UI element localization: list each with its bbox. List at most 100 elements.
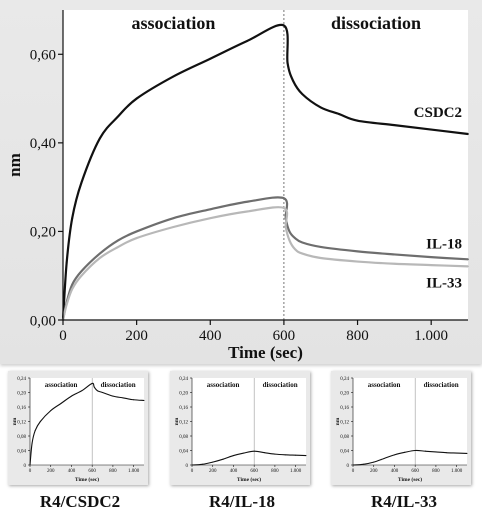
thumb2-data-point-series-1 [232,455,234,457]
main-x-tick-label: 0 [59,328,67,344]
thumb2-y-tick-label: 0,04 [179,449,188,454]
thumb3-plot-area [353,378,467,465]
main-data-point-il-18 [209,208,212,211]
main-data-point-il-33 [393,262,396,265]
main-data-point-il-33 [98,257,101,259]
main-series-line-csdc2 [61,23,469,321]
thumb3-x-tick-label: 600 [411,469,419,474]
thumb2-y-axis-title: nm [174,417,180,425]
main-data-point-csdc2 [80,181,83,184]
main-data-point-il-18 [356,250,359,253]
main-data-point-il-33 [246,210,248,213]
main-phase-label-association: association [131,13,215,33]
thumb3-data-point-series-1 [393,454,395,456]
thumb1-data-point-series-1 [39,421,41,422]
thumb1-x-tick-label: 400 [68,469,76,474]
caption-r4-il18: R4/IL-18 [208,492,276,511]
main-data-point-il-18 [393,253,396,256]
thumb1-x-tick-label: 0 [29,469,32,474]
thumb1-y-tick-label: 0,08 [17,435,26,440]
main-data-point-csdc2 [98,137,101,140]
thumb1-data-point-series-1 [96,390,98,392]
main-data-point-il-33 [65,303,68,306]
thumb1-y-tick-label: 0,12 [17,420,26,425]
thumb1-x-tick-label: 600 [88,469,96,474]
main-data-point-il-18 [301,241,304,244]
main-data-point-il-33 [301,252,304,255]
main-series-line-il-18 [61,196,469,321]
thumb2-y-tick-label: 0,12 [179,420,188,425]
main-data-point-csdc2 [338,113,341,115]
main-x-tick-label: 800 [346,328,369,344]
main-y-tick-label: 0,60 [30,48,56,64]
main-series-label-il-18: IL-18 [426,236,462,252]
main-data-point-il-33 [117,246,120,248]
main-data-point-il-33 [467,265,469,268]
thumb3-x-tick-label: 400 [391,469,399,474]
thumb1-y-tick-label: 0,04 [17,449,26,454]
thumb3-y-tick-label: 0,12 [340,420,349,425]
main-data-point-csdc2 [356,119,359,122]
thumb2-x-tick-label: 0 [191,469,194,474]
main-data-point-il-33 [294,248,296,251]
thumb1-data-point-series-1 [91,382,93,384]
thumb1-data-point-series-1 [81,390,83,392]
main-series-label-csdc2: CSDC2 [414,105,462,121]
main-data-point-csdc2 [467,133,469,135]
main-series-line-il-33 [61,206,469,321]
thumb1-data-point-series-1 [70,395,72,397]
caption-r4-csdc2: R4/CSDC2 [39,492,121,511]
main-y-tick-label: 0,20 [30,225,56,241]
thumb1-data-point-series-1 [31,442,33,444]
thumbnail-panel-r4-csdc2: 0 0,04 0,08 0,12 0,16 0,20 0,24 0 200 400 600 800 1.… [8,371,148,485]
thumb2-x-tick-label: 400 [230,469,238,474]
main-data-point-il-18 [80,270,83,273]
thumb3-x-tick-label: 1.000 [451,469,463,474]
thumb2-data-point-series-1 [243,452,245,454]
main-data-point-il-18 [294,237,296,239]
thumb2-y-tick-label: 0,16 [179,406,188,411]
thumb1-phase-label-association: association [45,381,78,389]
thumb1-data-point-series-1 [50,410,52,412]
main-series-label-il-33: IL-33 [426,275,462,291]
main-data-point-il-18 [467,258,469,261]
thumb2-x-axis-title: Time (sec) [237,476,261,483]
thumb3-x-tick-label: 0 [352,469,355,474]
main-x-tick-label: 1.000 [414,328,448,344]
thumb1-data-point-series-1 [122,397,124,399]
thumb2-x-tick-label: 200 [209,469,217,474]
thumb1-data-point-series-1 [143,399,145,401]
main-data-point-il-18 [71,283,74,286]
thumb2-phase-label-association: association [207,381,240,389]
main-y-axis-title: nm [5,153,24,177]
main-data-point-il-18 [117,239,120,242]
thumb2-x-tick-label: 1.000 [290,469,302,474]
thumb3-data-point-series-1 [445,452,447,454]
thumb2-y-tick-label: 0 [186,464,189,469]
thumb2-data-point-series-1 [212,461,214,463]
thumb3-phase-label-dissociation: dissociation [424,381,459,389]
thumb2-data-point-series-1 [264,452,266,454]
main-data-point-il-18 [288,230,291,233]
main-data-point-il-33 [288,239,291,242]
thumbnail-chart-r4-il33: 0 0,04 0,08 0,12 0,16 0,20 0,24 0 200 400 600 800 1.… [335,377,468,483]
main-data-point-csdc2 [71,217,74,220]
thumb3-data-point-series-1 [373,461,375,463]
thumb2-x-tick-label: 800 [271,469,279,474]
thumb1-series-line-series-1 [29,382,145,466]
main-data-point-il-33 [283,207,285,209]
thumb3-data-point-series-1 [383,457,385,459]
thumbnail-panel-r4-il18: 0 0,04 0,08 0,12 0,16 0,20 0,24 0 200 400 600 800 1.… [170,371,310,485]
thumb1-data-point-series-1 [93,386,95,388]
main-data-point-csdc2 [286,62,289,65]
thumb3-y-tick-label: 0,08 [340,435,349,440]
main-data-point-csdc2 [135,97,138,100]
thumb2-phase-label-dissociation: dissociation [263,381,298,389]
thumb2-y-tick-label: 0,20 [179,391,188,396]
thumb1-x-tick-label: 800 [109,469,117,474]
thumb2-data-point-series-1 [305,455,307,457]
thumb1-data-point-series-1 [60,402,62,404]
main-data-point-il-33 [319,257,322,259]
thumbnail-chart-r4-csdc2: 0 0,04 0,08 0,12 0,16 0,20 0,24 0 200 400 600 800 1.… [12,377,145,483]
caption-r4-il33: R4/IL-33 [370,492,438,511]
